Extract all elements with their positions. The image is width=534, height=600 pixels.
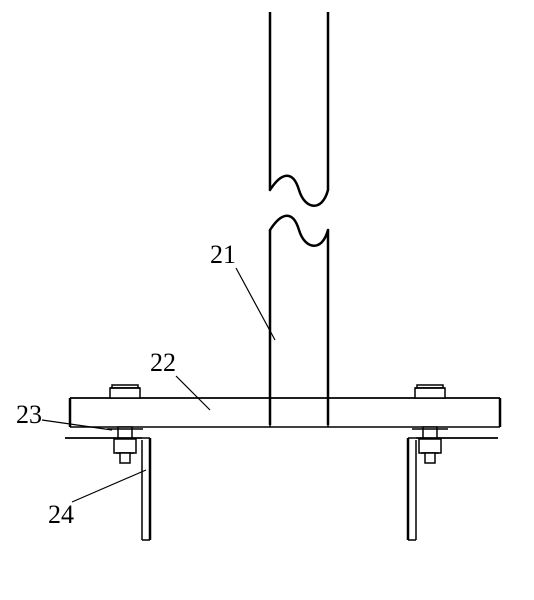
- callout-23: 23: [16, 400, 42, 430]
- callout-21: 21: [210, 240, 236, 270]
- callout-24: 24: [48, 500, 74, 530]
- callout-22: 22: [150, 348, 176, 378]
